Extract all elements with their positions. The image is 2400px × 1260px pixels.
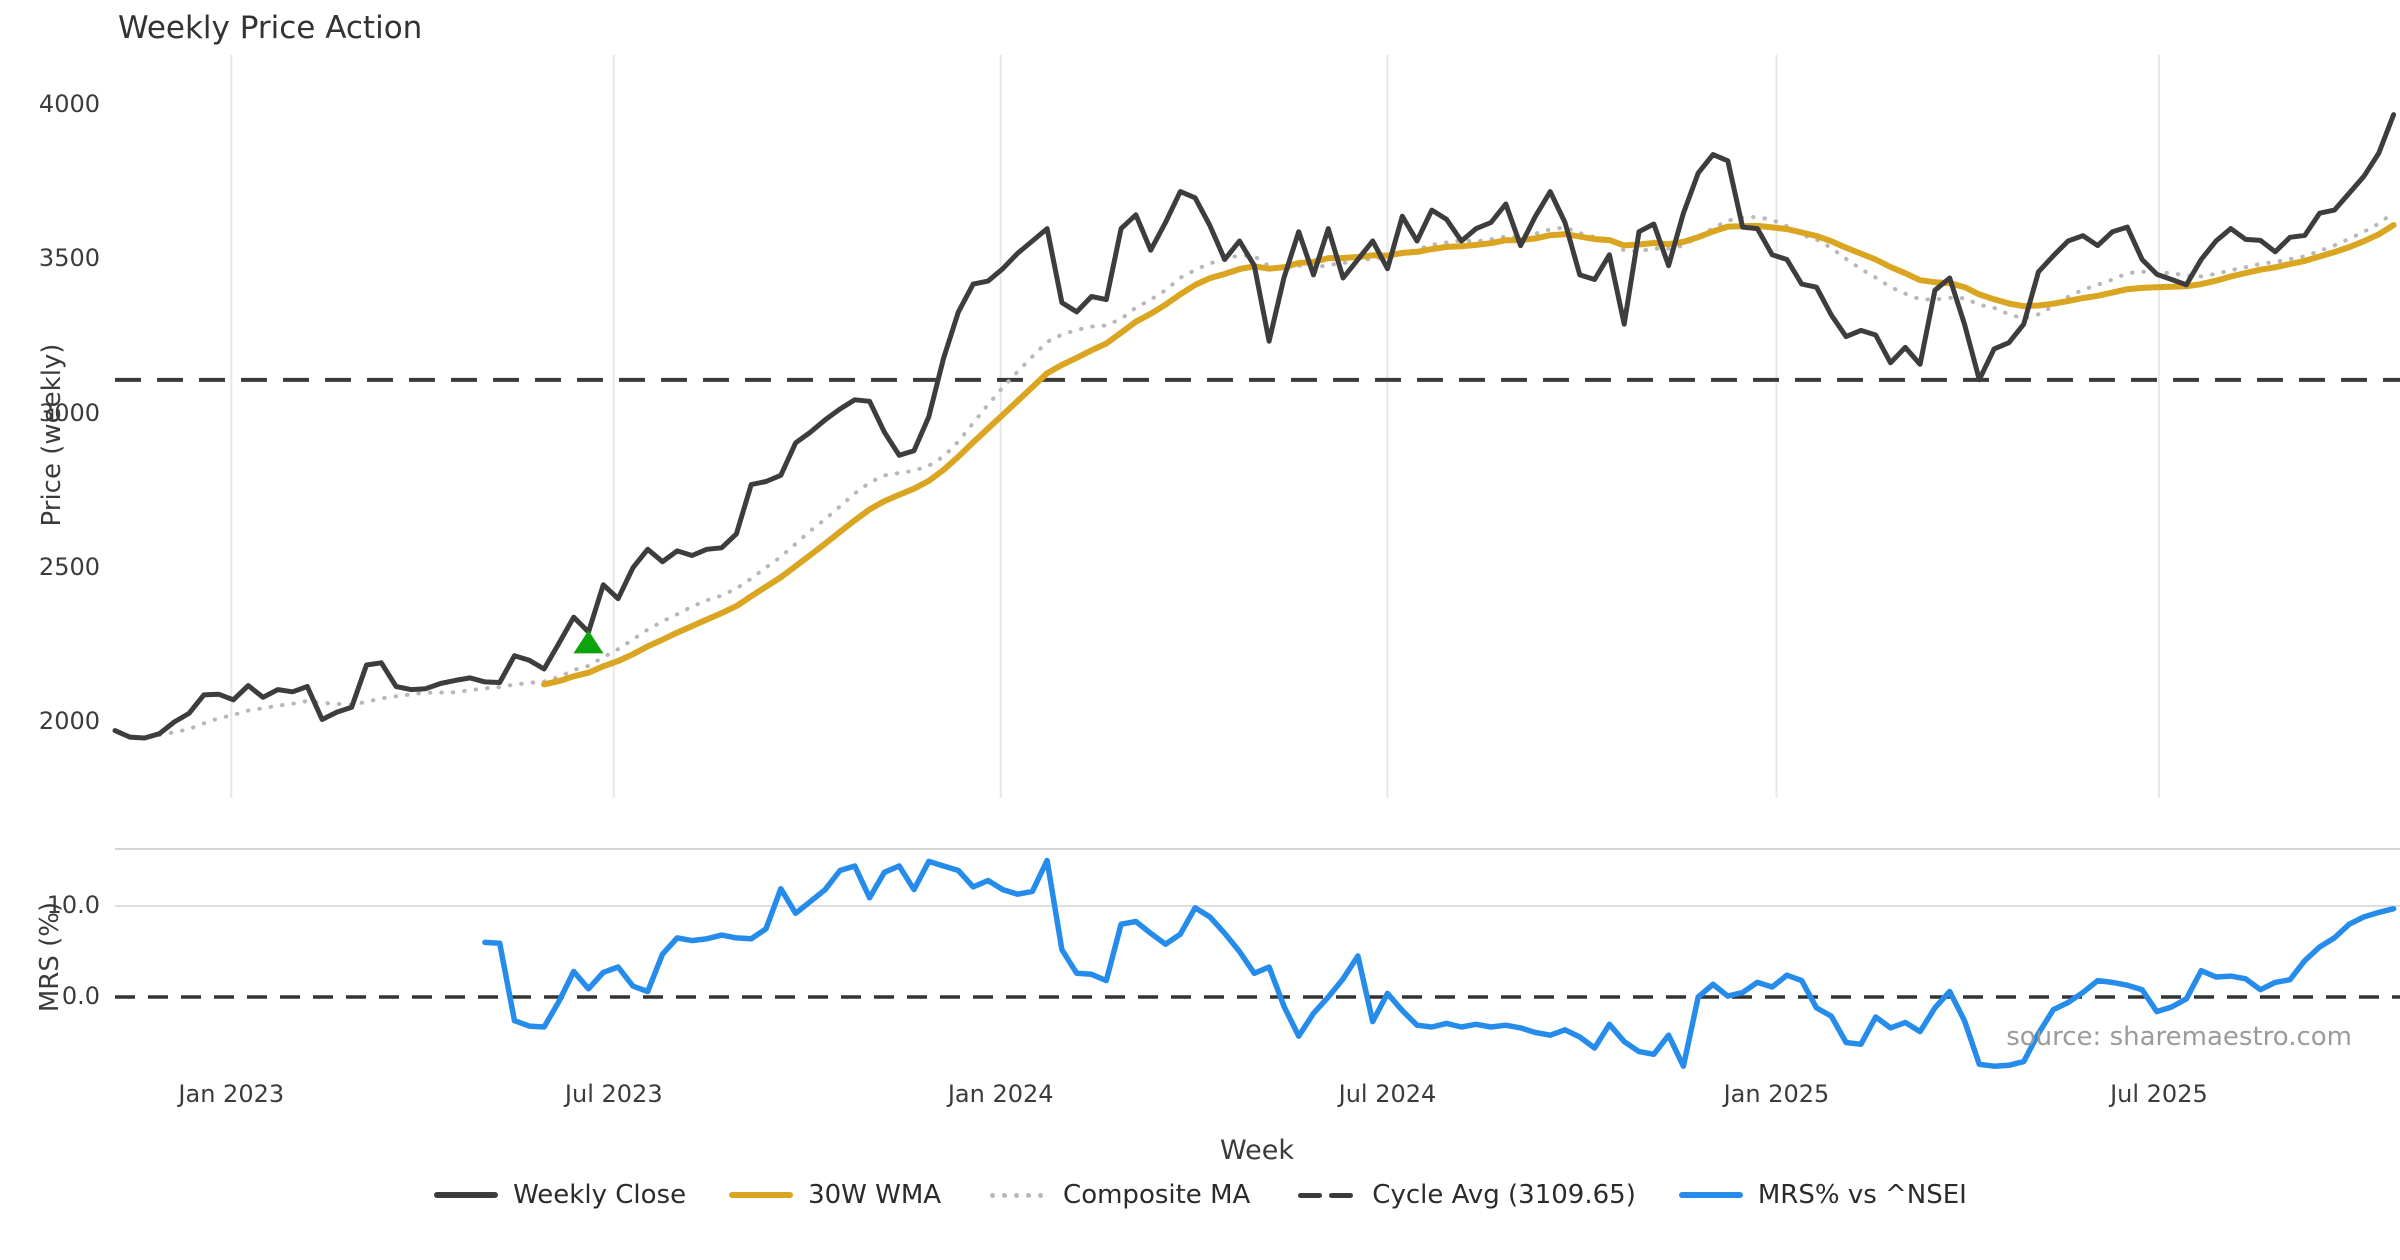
legend-line-sample <box>1292 1192 1358 1198</box>
mrs-y-axis-label: MRS (%) <box>35 901 65 1013</box>
composite-ma-line <box>157 210 2396 737</box>
legend-line-sample <box>433 1192 499 1198</box>
legend-item-weekly-close: Weekly Close <box>433 1180 686 1210</box>
legend-label: MRS% vs ^NSEI <box>1757 1180 1967 1210</box>
price-tick-3000: 3000 <box>38 398 100 427</box>
legend-label: Weekly Close <box>513 1180 687 1210</box>
mrs-tick-0.0: 0.0 <box>61 982 100 1010</box>
legend-label: Cycle Avg (3109.65) <box>1372 1180 1636 1210</box>
legend-line-sample <box>728 1192 794 1198</box>
legend-line-sample <box>983 1192 1049 1198</box>
legend-label: Composite MA <box>1063 1180 1251 1210</box>
legend-item-mrs-vs-nsei: MRS% vs ^NSEI <box>1678 1180 1967 1210</box>
mrs-tick-10.0: 10.0 <box>46 891 100 919</box>
price-y-axis-label: Price (weekly) <box>37 343 67 527</box>
legend: Weekly Close 30W WMA Composite MA Cycle Avg… <box>0 1180 2400 1210</box>
price-tick-3500: 3500 <box>38 244 100 273</box>
legend-item-30w-wma: 30W WMA <box>728 1180 941 1210</box>
x-tick-Jul-2024: Jul 2024 <box>1338 1080 1437 1108</box>
x-tick-Jan-2023: Jan 2023 <box>178 1080 285 1108</box>
weekly-close-line <box>112 112 2397 741</box>
price-tick-4000: 4000 <box>38 90 100 119</box>
price-tick-2500: 2500 <box>38 552 100 581</box>
buy-signal-triangle-icon <box>573 630 604 654</box>
price-tick-2000: 2000 <box>38 707 100 735</box>
source-note: source: sharemaestro.com <box>2006 1022 2352 1052</box>
x-tick-Jul-2025: Jul 2025 <box>2110 1080 2208 1108</box>
mrs-line <box>482 857 2397 1069</box>
legend-label: 30W WMA <box>808 1180 942 1210</box>
legend-item-composite-ma: Composite MA <box>983 1180 1250 1210</box>
x-tick-Jan-2025: Jan 2025 <box>1723 1080 1830 1108</box>
x-tick-Jan-2024: Jan 2024 <box>947 1080 1054 1108</box>
page-title: Weekly Price Action <box>118 10 423 46</box>
x-axis-label: Week <box>1220 1135 1294 1166</box>
x-tick-Jul-2023: Jul 2023 <box>564 1080 663 1108</box>
legend-item-cycle-avg-3109-65-: Cycle Avg (3109.65) <box>1292 1180 1636 1210</box>
wma30-line <box>541 222 2397 688</box>
legend-line-sample <box>1678 1192 1744 1198</box>
